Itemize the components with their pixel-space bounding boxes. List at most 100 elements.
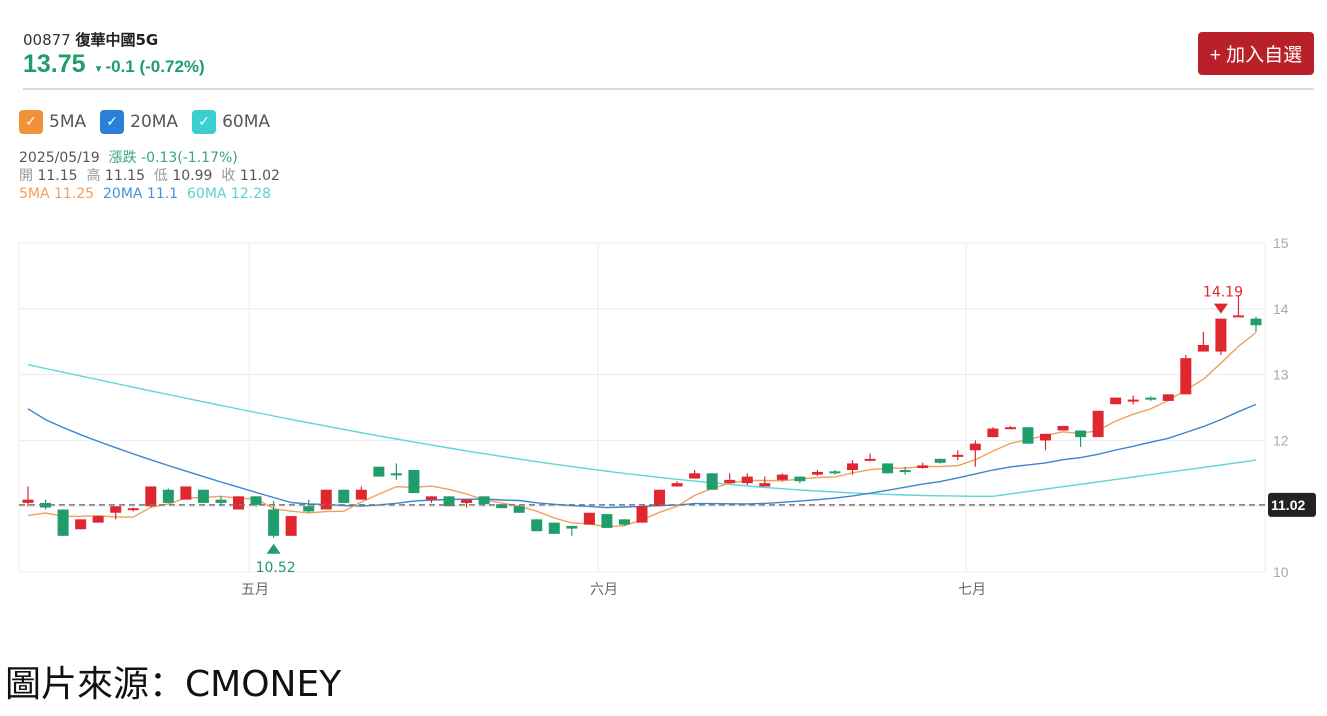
high-value: 11.15: [104, 168, 145, 184]
current-price-badge: [1268, 492, 1316, 517]
candle-body: [706, 473, 718, 490]
candle-body: [478, 496, 490, 505]
info-change-value: -0.13(-1.17%): [141, 150, 238, 166]
y-tick-label: 10: [1273, 564, 1289, 580]
candle-body: [1127, 399, 1139, 402]
candle-body: [1004, 427, 1016, 430]
toggle-20ma[interactable]: ✓ 20MA: [100, 110, 178, 134]
info-date: 2025/05/19: [19, 150, 100, 166]
low-label: 低: [153, 168, 168, 184]
high-annotation-label: 14.19: [1203, 285, 1243, 301]
header-divider: [23, 88, 1314, 90]
candle-body: [285, 516, 297, 536]
candle-body: [969, 443, 981, 451]
close-value: 11.02: [239, 168, 280, 184]
candle-body: [425, 496, 437, 500]
candle-body: [671, 483, 683, 487]
candle-body: [110, 506, 122, 513]
candle-body: [250, 496, 262, 505]
stock-title: 00877 復華中國5G: [23, 29, 158, 50]
down-triangle-icon: ▼: [93, 64, 104, 75]
candle-body: [496, 504, 508, 509]
low-value: 10.99: [172, 168, 213, 184]
candle-body: [197, 489, 209, 503]
candle-body: [1057, 425, 1069, 431]
price-change: ▼ -0.1 (-0.72%): [94, 57, 205, 77]
candle-body: [268, 509, 280, 536]
candle-body: [759, 483, 771, 487]
high-label: 高: [86, 168, 101, 184]
candle-body: [1162, 394, 1174, 401]
candle-body: [952, 454, 964, 457]
candle-body: [145, 486, 157, 507]
candle-body: [162, 489, 174, 503]
candle-body: [1145, 397, 1157, 400]
open-label: 開: [19, 168, 33, 184]
price-row: 13.75 ▼ -0.1 (-0.72%): [23, 50, 205, 79]
candle-body: [390, 473, 402, 476]
candle-body: [899, 470, 911, 473]
candle-body: [566, 525, 578, 529]
candle-body: [303, 506, 315, 512]
x-tick-label: 七月: [958, 582, 986, 598]
candle-body: [882, 463, 894, 474]
check-icon[interactable]: ✓: [19, 110, 43, 134]
x-tick-label: 五月: [241, 582, 269, 598]
candle-body: [618, 519, 630, 525]
candle-body: [689, 473, 701, 479]
add-to-watchlist-button[interactable]: + 加入自選: [1198, 32, 1314, 75]
candle-body: [1250, 318, 1262, 326]
candle-body: [917, 465, 929, 469]
toggle-60ma[interactable]: ✓ 60MA: [192, 110, 270, 134]
change-value: -0.1 (-0.72%): [105, 57, 205, 76]
high-marker-icon: [1213, 303, 1228, 314]
check-icon[interactable]: ✓: [192, 110, 217, 134]
check-icon[interactable]: ✓: [100, 110, 125, 134]
current-price: 13.75: [23, 50, 86, 78]
close-label: 收: [221, 168, 236, 184]
candle-body: [636, 506, 648, 523]
toggle-5ma[interactable]: ✓ 5MA: [19, 110, 86, 134]
candle-body: [829, 471, 841, 474]
ma60-value: 60MA 12.28: [187, 186, 271, 202]
source-caption: 圖片來源：CMONEY: [5, 664, 342, 705]
candle-body: [724, 479, 736, 484]
candle-body: [338, 489, 350, 503]
candle-body: [320, 489, 332, 510]
candle-body: [847, 463, 859, 471]
info-change-label: 漲跌: [108, 150, 137, 166]
ma60-line: [27, 364, 1257, 497]
ma20-value: 20MA 11.1: [103, 186, 179, 202]
candle-body: [461, 499, 473, 503]
candle-body: [443, 496, 455, 507]
low-annotation-label: 10.52: [256, 560, 296, 576]
candle-body: [408, 470, 420, 494]
candle-body: [531, 519, 543, 532]
legend-label-20ma: 20MA: [130, 112, 179, 132]
stock-code: 00877: [23, 31, 71, 49]
candle-body: [1039, 433, 1051, 441]
open-value: 11.15: [37, 168, 78, 184]
candle-body: [934, 458, 946, 463]
candle-body: [127, 508, 139, 511]
legend-label-60ma: 60MA: [222, 112, 270, 132]
candle-body: [1180, 358, 1192, 395]
candle-body: [180, 486, 192, 500]
y-tick-label: 15: [1273, 235, 1289, 251]
ma-legend: ✓ 5MA ✓ 20MA ✓ 60MA: [19, 110, 270, 134]
candle-body: [215, 499, 227, 503]
ma5-line: [27, 331, 1257, 528]
current-price-badge-label: 11.02: [1271, 497, 1305, 513]
candle-body: [57, 509, 69, 536]
candle-body: [583, 512, 595, 525]
y-tick-label: 12: [1273, 432, 1289, 448]
candle-body: [1232, 315, 1244, 318]
candle-body: [373, 466, 385, 477]
candle-body: [1110, 397, 1122, 405]
x-tick-label: 六月: [590, 582, 618, 598]
candle-body: [513, 506, 525, 513]
candle-body: [1075, 430, 1087, 438]
candle-body: [22, 499, 34, 503]
candle-body: [1022, 427, 1034, 444]
